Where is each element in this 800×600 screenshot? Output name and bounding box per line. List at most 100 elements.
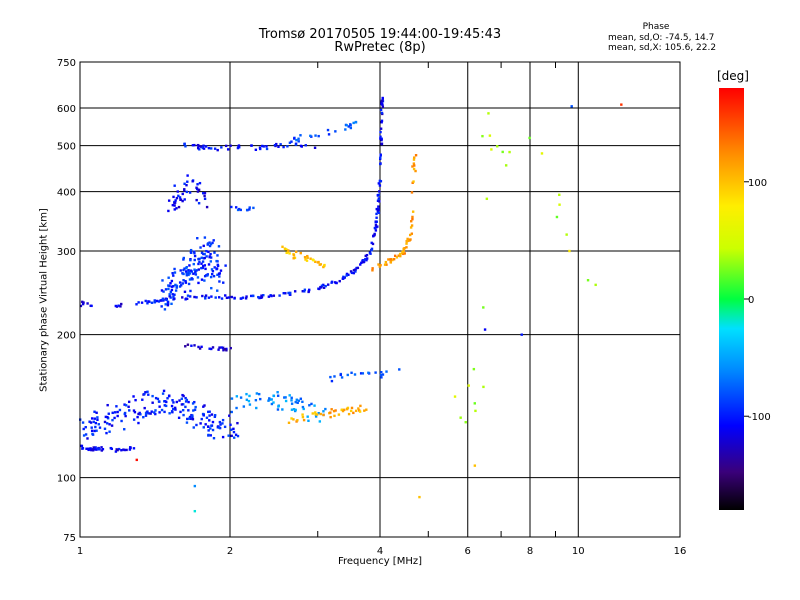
data-point — [226, 148, 230, 151]
data-point — [147, 300, 150, 303]
data-point — [230, 428, 233, 431]
data-point — [186, 180, 189, 183]
data-point — [187, 400, 190, 404]
data-point — [410, 232, 414, 235]
data-point — [208, 255, 211, 258]
data-point — [169, 290, 173, 294]
data-point — [201, 412, 205, 416]
data-point — [174, 283, 177, 287]
data-point — [228, 414, 231, 417]
data-point — [193, 295, 196, 299]
data-point — [89, 447, 92, 450]
data-point — [309, 134, 312, 138]
data-point — [193, 268, 196, 271]
data-point — [211, 420, 215, 424]
x-axis-label: Frequency [MHz] — [337, 556, 423, 567]
y-tick-label: 75 — [63, 533, 76, 544]
data-point — [178, 285, 182, 288]
data-point — [378, 200, 381, 203]
data-point — [208, 347, 211, 350]
data-point — [178, 196, 182, 199]
data-point — [202, 405, 205, 408]
data-point — [290, 396, 293, 400]
data-point — [257, 295, 260, 299]
data-point — [209, 260, 213, 263]
data-point — [194, 405, 197, 409]
data-point — [189, 258, 192, 262]
data-point — [173, 201, 176, 205]
data-point — [158, 405, 161, 408]
data-point — [217, 245, 221, 248]
data-point — [381, 373, 385, 376]
data-point — [196, 143, 200, 147]
data-point — [212, 239, 215, 242]
data-point — [304, 258, 307, 261]
data-point — [211, 270, 215, 273]
data-point — [343, 408, 346, 412]
data-point — [355, 266, 358, 270]
data-point — [94, 425, 97, 429]
data-point — [375, 212, 378, 216]
data-point — [377, 211, 381, 215]
data-point — [207, 429, 210, 432]
data-point — [93, 448, 96, 451]
data-point — [213, 147, 217, 150]
data-point — [303, 288, 307, 291]
data-point — [173, 184, 176, 187]
data-point — [313, 404, 316, 407]
data-point — [117, 447, 121, 451]
data-point — [332, 409, 336, 413]
data-point — [166, 304, 170, 307]
data-point — [105, 431, 108, 435]
data-point — [185, 267, 188, 270]
data-point — [133, 410, 137, 414]
data-point — [197, 257, 200, 261]
data-point — [132, 395, 135, 398]
data-point — [124, 414, 127, 418]
data-point — [82, 434, 86, 437]
data-point — [196, 190, 200, 193]
data-point — [147, 412, 150, 415]
data-point — [229, 423, 232, 426]
data-point — [464, 421, 467, 424]
data-point — [290, 408, 294, 411]
data-point — [473, 402, 476, 405]
data-point — [190, 277, 193, 280]
data-point — [330, 379, 334, 383]
data-point — [207, 250, 210, 253]
data-point — [374, 229, 378, 232]
data-point — [160, 305, 163, 308]
data-point — [146, 390, 149, 393]
data-point — [273, 144, 277, 147]
data-point — [193, 258, 196, 262]
data-point — [370, 241, 373, 245]
data-point — [210, 413, 214, 416]
data-point — [144, 299, 147, 303]
data-point — [288, 394, 291, 397]
data-point — [182, 403, 185, 406]
data-point — [176, 190, 179, 193]
data-point — [193, 408, 197, 411]
data-point — [170, 279, 174, 283]
data-point — [97, 423, 100, 426]
data-point — [216, 148, 219, 152]
data-point — [236, 434, 240, 438]
data-point — [191, 418, 195, 421]
data-point — [410, 220, 413, 223]
data-point — [192, 272, 195, 275]
data-point — [374, 220, 377, 223]
data-point — [185, 398, 189, 402]
data-point — [184, 280, 187, 283]
data-point — [358, 410, 362, 413]
data-point — [177, 416, 181, 420]
data-point — [170, 302, 173, 306]
data-point — [267, 399, 270, 402]
data-point — [234, 433, 238, 436]
data-point — [165, 298, 168, 302]
data-point — [202, 252, 205, 256]
data-point — [106, 403, 109, 407]
data-point — [380, 102, 384, 106]
data-point — [132, 409, 136, 412]
data-point — [296, 401, 299, 405]
data-point — [412, 158, 416, 161]
